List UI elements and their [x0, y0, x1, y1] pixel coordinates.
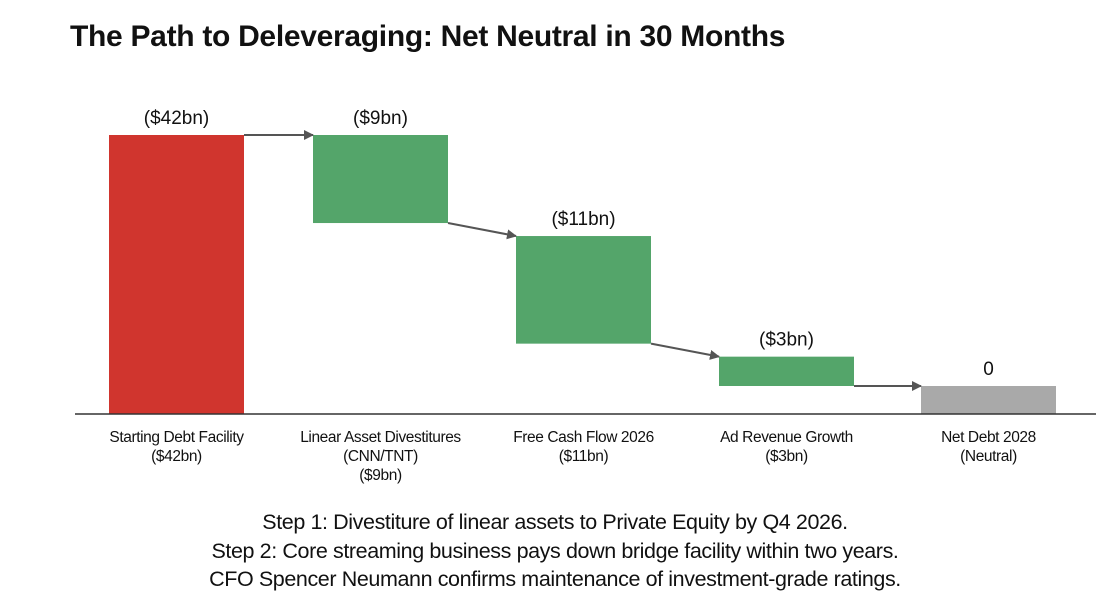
data-label: ($11bn)	[551, 209, 615, 230]
tick-label: Linear Asset Divestitures	[300, 429, 461, 446]
tick-label: (Neutral)	[960, 448, 1017, 465]
tick-label: Free Cash Flow 2026	[513, 429, 654, 446]
tick-label: ($3bn)	[765, 448, 808, 465]
tick-label: Ad Revenue Growth	[720, 429, 853, 446]
note-line: Step 1: Divestiture of linear assets to …	[262, 510, 848, 534]
tick-label: Starting Debt Facility	[109, 429, 244, 446]
data-label: ($9bn)	[353, 108, 408, 129]
chart-title: The Path to Deleveraging: Net Neutral in…	[70, 20, 786, 53]
connector-arrow	[447, 222, 517, 240]
category-label: Net Debt 2028 (Neutral)	[879, 428, 1099, 466]
category-label: Free Cash Flow 2026 ($11bn)	[474, 428, 694, 466]
category-label: Linear Asset Divestitures (CNN/TNT) ($9bn)	[271, 428, 491, 485]
bar	[921, 386, 1056, 414]
bar	[719, 356, 854, 386]
data-label: ($3bn)	[759, 330, 814, 351]
connector-arrow	[650, 342, 720, 360]
data-label: ($42bn)	[144, 108, 210, 129]
note-line: CFO Spencer Neumann confirms maintenance…	[209, 567, 901, 591]
data-label: 0	[983, 359, 994, 380]
tick-label: Net Debt 2028	[941, 429, 1036, 446]
tick-label: ($9bn)	[359, 467, 402, 484]
category-label: Starting Debt Facility ($42bn)	[67, 428, 287, 466]
bar	[313, 135, 448, 224]
tick-label: ($11bn)	[558, 448, 609, 465]
bar	[109, 135, 244, 414]
category-label: Ad Revenue Growth ($3bn)	[677, 428, 897, 466]
bar	[516, 236, 651, 344]
notes: Step 1: Divestiture of linear assets to …	[0, 508, 1110, 594]
tick-label: ($42bn)	[151, 448, 202, 465]
note-line: Step 2: Core streaming business pays dow…	[211, 538, 899, 563]
tick-label: (CNN/TNT)	[343, 448, 418, 465]
